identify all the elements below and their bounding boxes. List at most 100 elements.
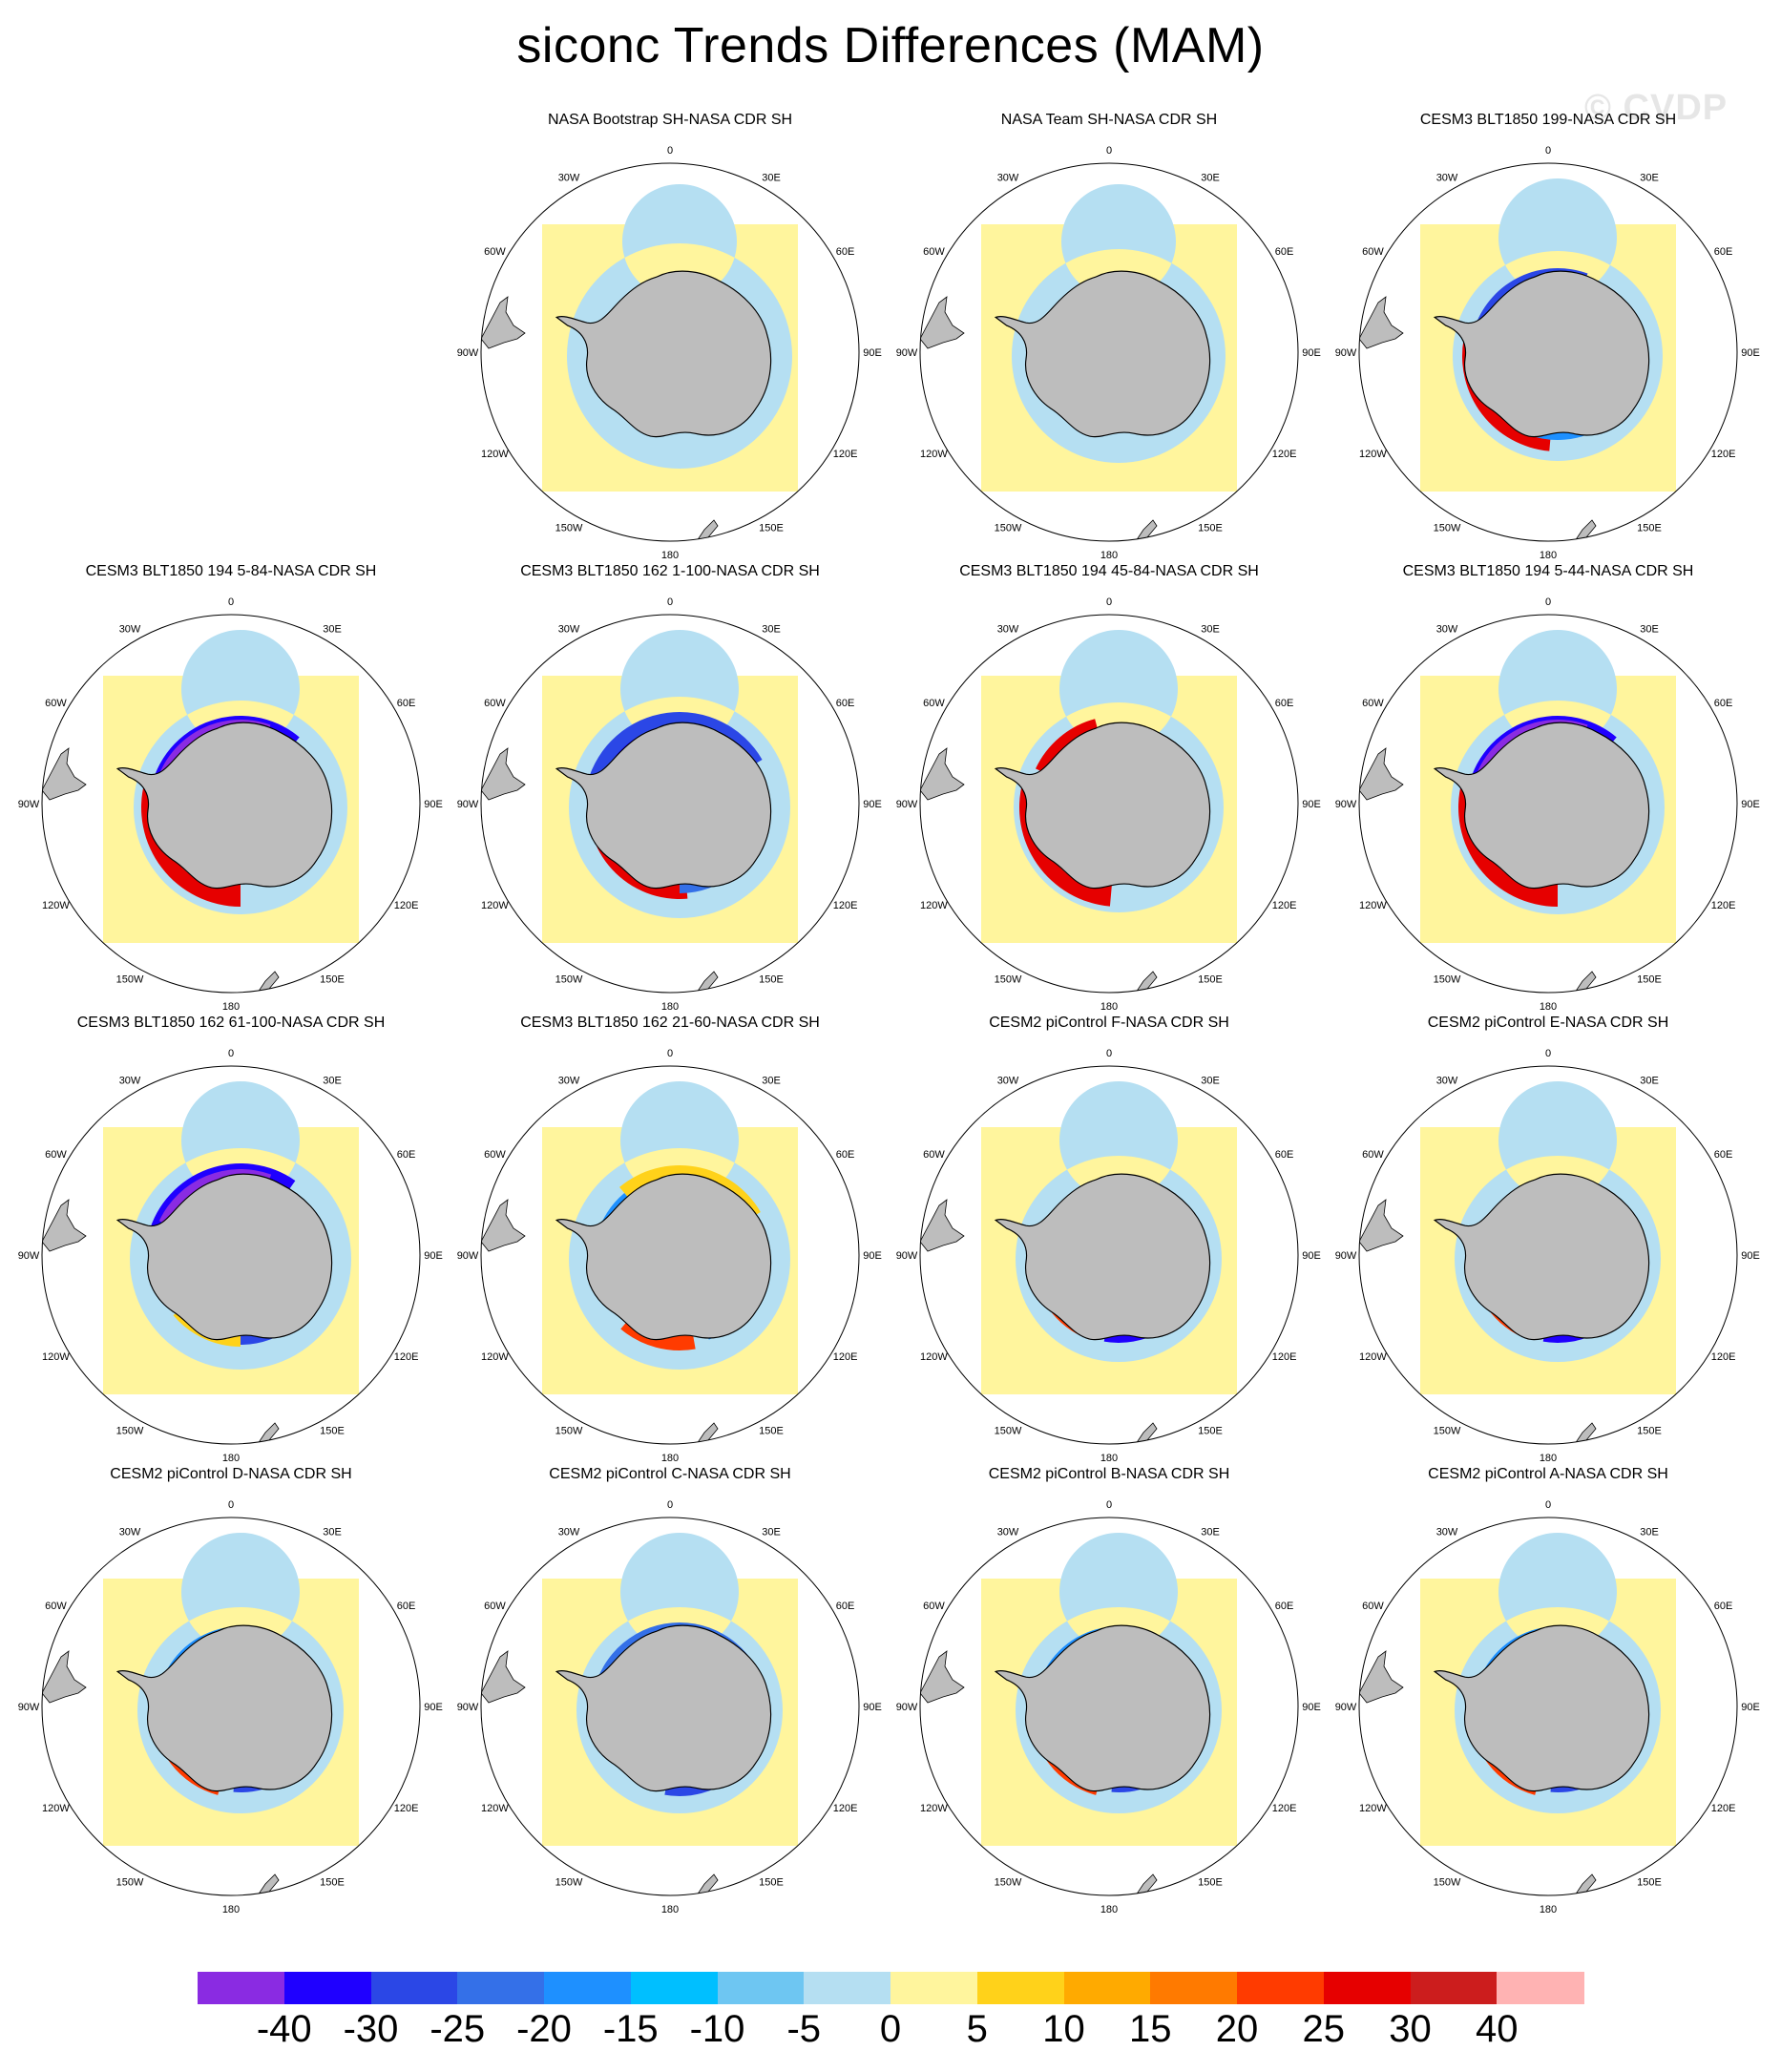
longitude-label: 60E	[1275, 246, 1294, 258]
colorbar-segment	[1497, 1972, 1584, 2004]
longitude-label: 90E	[863, 799, 882, 810]
map-panel: CESM3 BLT1850 162 1-100-NASA CDR SH 0 30E 6…	[457, 563, 882, 1013]
longitude-label: 90E	[863, 1250, 882, 1262]
longitude-label: 90E	[424, 799, 443, 810]
longitude-label: 90E	[1302, 347, 1321, 359]
longitude-label: 60W	[45, 698, 67, 709]
colorbar-label: 10	[1042, 2008, 1085, 2050]
longitude-label: 90E	[1741, 1250, 1760, 1262]
map-boundary	[41, 614, 421, 994]
panel-title: CESM3 BLT1850 199-NASA CDR SH	[1419, 112, 1677, 128]
longitude-label: 120E	[394, 900, 419, 911]
longitude-label: 180	[222, 1904, 240, 1915]
longitude-label: 120E	[833, 1803, 858, 1814]
longitude-label: 30W	[119, 1526, 141, 1538]
south-america-land	[481, 747, 526, 801]
longitude-label: 60E	[397, 698, 416, 709]
new-zealand-land	[696, 1873, 719, 1895]
longitude-label: 60E	[1714, 698, 1733, 709]
polar-map: 0 30E 60E 90E 120E 150E 180 150W 120W 90W 60W 30W	[18, 1499, 443, 1915]
panel-title: CESM2 piControl D-NASA CDR SH	[110, 1466, 352, 1482]
longitude-label: 90E	[1741, 1702, 1760, 1713]
longitude-label: 90W	[896, 799, 918, 810]
colorbar-label: -15	[602, 2008, 659, 2050]
tasmania-land	[1225, 1425, 1237, 1438]
antarctica-land	[994, 270, 1211, 438]
longitude-label: 120E	[833, 449, 858, 460]
antarctica-land	[994, 1624, 1211, 1792]
colorbar-label: 40	[1476, 2008, 1519, 2050]
longitude-label: 150E	[1637, 974, 1662, 986]
longitude-label: 120W	[42, 1351, 70, 1363]
longitude-label: 30W	[1436, 623, 1458, 635]
longitude-label: 60W	[484, 698, 506, 709]
longitude-label: 90W	[1335, 1250, 1357, 1262]
longitude-label: 60W	[923, 1601, 945, 1612]
figure-title: siconc Trends Differences (MAM)	[516, 18, 1265, 73]
longitude-label: 120E	[1272, 1803, 1297, 1814]
map-boundary	[480, 614, 860, 994]
colorbar-segment	[1237, 1972, 1325, 2004]
longitude-label: 30W	[558, 1526, 580, 1538]
south-america-land	[920, 296, 965, 349]
longitude-label: 60W	[923, 698, 945, 709]
longitude-label: 150W	[995, 1426, 1022, 1437]
polar-map: 0 30E 60E 90E 120E 150E 180 150W 120W 90W 60W 30W	[896, 1499, 1321, 1915]
longitude-label: 150W	[995, 523, 1022, 534]
map-panel: CESM3 BLT1850 194 5-84-NASA CDR SH 0 30E 60…	[18, 563, 443, 1013]
watermark: © CVDP	[1584, 88, 1729, 128]
longitude-label: 30E	[1201, 623, 1220, 635]
longitude-label: 90W	[1335, 799, 1357, 810]
south-america-land	[42, 1199, 87, 1252]
longitude-label: 0	[228, 596, 234, 608]
colorbar-segment	[1410, 1972, 1498, 2004]
longitude-label: 60W	[923, 1149, 945, 1161]
longitude-label: 120E	[1272, 1351, 1297, 1363]
longitude-label: 30E	[762, 1526, 781, 1538]
tasmania-land	[786, 522, 798, 535]
longitude-label: 90E	[863, 347, 882, 359]
map-panel: CESM3 BLT1850 162 21-60-NASA CDR SH 0 30E 6…	[457, 1015, 882, 1464]
antarctica-land	[555, 722, 772, 889]
colorbar-segment	[1323, 1972, 1411, 2004]
longitude-label: 90W	[18, 1702, 40, 1713]
south-america-land	[481, 1199, 526, 1252]
longitude-label: 150W	[1434, 974, 1461, 986]
longitude-label: 150E	[320, 1426, 345, 1437]
longitude-label: 150E	[759, 974, 784, 986]
longitude-label: 150E	[320, 1877, 345, 1889]
polar-map: 0 30E 60E 90E 120E 150E 180 150W 120W 90W 60W 30W	[1335, 1048, 1760, 1464]
longitude-label: 120W	[481, 900, 509, 911]
panel-title: CESM3 BLT1850 194 5-84-NASA CDR SH	[85, 563, 377, 579]
longitude-label: 150W	[1434, 1877, 1461, 1889]
longitude-label: 150W	[1434, 1426, 1461, 1437]
colorbar-label: -10	[689, 2008, 745, 2050]
polar-map: 0 30E 60E 90E 120E 150E 180 150W 120W 90W 60W 30W	[457, 1499, 882, 1915]
longitude-label: 90W	[457, 1250, 479, 1262]
longitude-label: 60E	[1714, 246, 1733, 258]
longitude-label: 120W	[1359, 1351, 1387, 1363]
polar-map: 0 30E 60E 90E 120E 150E 180 150W 120W 90W 60W 30W	[896, 1048, 1321, 1464]
longitude-label: 150E	[1637, 1877, 1662, 1889]
longitude-label: 0	[1545, 596, 1551, 608]
colorbar-segment	[283, 1972, 371, 2004]
longitude-label: 60E	[1275, 1601, 1294, 1612]
colorbar-label: 20	[1215, 2008, 1259, 2050]
longitude-label: 30W	[997, 172, 1019, 183]
longitude-label: 60E	[1275, 1149, 1294, 1161]
panel-title: CESM3 BLT1850 194 5-44-NASA CDR SH	[1402, 563, 1694, 579]
longitude-label: 120W	[481, 1803, 509, 1814]
longitude-label: 90W	[457, 1702, 479, 1713]
panel-title: CESM2 piControl B-NASA CDR SH	[988, 1466, 1230, 1482]
longitude-label: 150E	[1198, 523, 1223, 534]
new-zealand-land	[257, 1422, 280, 1444]
colorbar-segment	[976, 1972, 1064, 2004]
map-boundary	[1358, 1517, 1738, 1896]
longitude-label: 60W	[484, 1149, 506, 1161]
longitude-label: 60W	[1362, 1149, 1384, 1161]
longitude-label: 0	[1106, 145, 1112, 157]
tasmania-land	[1664, 1876, 1676, 1890]
map-boundary	[919, 1517, 1299, 1896]
antarctica-land	[994, 722, 1211, 889]
